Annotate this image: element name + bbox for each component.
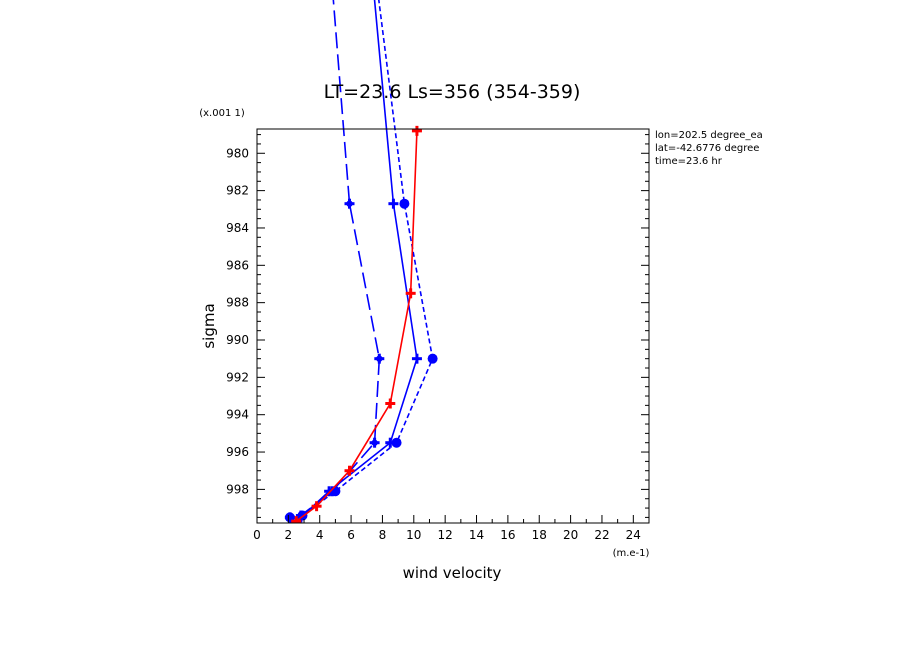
- y-tick-label: 992: [226, 370, 249, 384]
- y-tick-label: 996: [226, 445, 249, 459]
- y-tick-label: 986: [226, 258, 249, 272]
- data-point: [385, 398, 396, 409]
- data-point: [330, 486, 341, 497]
- y-tick-label: 994: [226, 408, 249, 422]
- data-point: [411, 125, 422, 136]
- data-point: [405, 288, 416, 299]
- x-units-label: (m.e-1): [613, 548, 650, 559]
- data-point: [311, 501, 322, 512]
- data-point: [391, 437, 402, 448]
- x-tick-label: 0: [253, 528, 261, 542]
- y-axis-label: sigma: [200, 303, 218, 348]
- y-axis: 980 982 984 986 988 990 992 994 996 998: [226, 134, 649, 518]
- data-point: [291, 516, 302, 523]
- info-lat: lat=-42.6776 degree: [655, 143, 759, 154]
- data-point: [399, 198, 410, 209]
- data-point: [427, 353, 438, 364]
- y-scale-label: (x.001 1): [199, 108, 245, 119]
- x-tick-label: 10: [406, 528, 421, 542]
- y-tick-label: 982: [226, 184, 249, 198]
- data-point: [388, 198, 399, 209]
- data-point: [374, 353, 385, 364]
- series-line-3: [295, 130, 418, 522]
- data-point: [344, 465, 355, 476]
- x-tick-label: 12: [438, 528, 453, 542]
- x-tick-label: 6: [347, 528, 355, 542]
- x-tick-label: 4: [316, 528, 324, 542]
- y-tick-label: 984: [226, 221, 249, 235]
- x-tick-label: 22: [594, 528, 609, 542]
- chart-title: LT=23.6 Ls=356 (354-359): [324, 81, 581, 103]
- x-tick-label: 16: [500, 528, 515, 542]
- y-tick-label: 988: [226, 296, 249, 310]
- data-point: [344, 198, 355, 209]
- y-tick-label: 990: [226, 333, 249, 347]
- y-tick-label: 980: [226, 146, 249, 160]
- x-axis: 0 2 4 6 8 10 12 14 16 18 20 22 24: [253, 515, 650, 542]
- info-time: time=23.6 hr: [655, 156, 723, 167]
- x-tick-label: 14: [469, 528, 484, 542]
- info-lon: lon=202.5 degree_ea: [655, 130, 763, 141]
- x-tick-label: 8: [379, 528, 387, 542]
- data-point: [369, 437, 380, 448]
- x-axis-label: wind velocity: [403, 564, 502, 582]
- y-tick-label: 998: [226, 482, 249, 496]
- plot-frame: [256, 128, 650, 524]
- series-line-0: [289, 0, 381, 519]
- series-layer: [284, 0, 438, 523]
- x-tick-label: 20: [563, 528, 578, 542]
- x-tick-label: 18: [532, 528, 547, 542]
- x-tick-label: 2: [285, 528, 293, 542]
- data-point: [411, 353, 422, 364]
- x-tick-label: 24: [626, 528, 641, 542]
